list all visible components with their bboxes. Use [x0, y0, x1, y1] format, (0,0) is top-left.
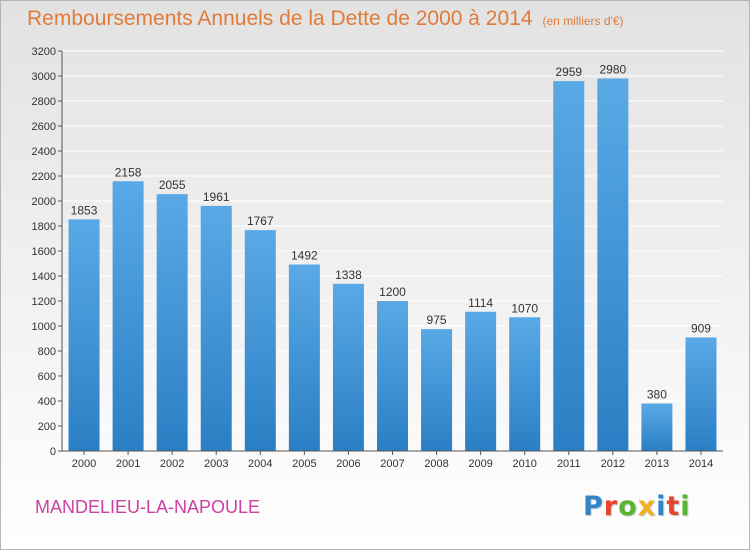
- y-tick-label: 2200: [32, 171, 56, 183]
- axes: 0 200 400 600 800 1000 1200 1400 1600 1800 2000 220…: [32, 46, 723, 470]
- bar-value-label: 975: [427, 313, 447, 327]
- bar: [421, 329, 453, 451]
- y-tick-label: 2400: [32, 146, 56, 158]
- commune-name: MANDELIEU-LA-NAPOULE: [35, 497, 261, 517]
- bar-value-label: 909: [691, 321, 711, 335]
- bar: [156, 194, 188, 451]
- bar-value-label: 1492: [291, 249, 318, 263]
- logo-letter: t: [666, 491, 681, 522]
- y-tick-label: 200: [38, 421, 56, 433]
- bar-value-label: 1070: [511, 301, 538, 315]
- bar: [509, 317, 541, 451]
- bar: [465, 311, 497, 451]
- y-tick-label: 800: [38, 346, 56, 358]
- y-tick-label: 3200: [32, 46, 56, 58]
- bar-value-label: 1200: [379, 285, 406, 299]
- bar-value-label: 380: [647, 388, 667, 402]
- y-tick-label: 1200: [32, 296, 56, 308]
- x-tick-label: 2003: [204, 458, 228, 470]
- logo-letter: x: [637, 491, 657, 522]
- x-tick-label: 2012: [601, 458, 625, 470]
- bar: [288, 264, 320, 451]
- x-tick-label: 2010: [512, 458, 536, 470]
- logo-letter: i: [680, 491, 691, 522]
- logo-letter: i: [656, 491, 667, 522]
- y-tick-label: 1600: [32, 246, 56, 258]
- y-tick-label: 400: [38, 396, 56, 408]
- chart-title: Remboursements Annuels de la Dette de 20…: [27, 7, 624, 31]
- x-tick-label: 2004: [248, 458, 272, 470]
- x-tick-label: 2005: [292, 458, 316, 470]
- bar-value-label: 1767: [247, 214, 274, 228]
- x-tick-label: 2011: [557, 458, 581, 470]
- chart-title-text: Remboursements Annuels de la Dette de 20…: [27, 7, 533, 30]
- x-tick-label: 2014: [689, 458, 713, 470]
- y-tick-label: 2800: [32, 96, 56, 108]
- bar: [685, 337, 717, 451]
- bar-value-label: 1853: [71, 203, 98, 217]
- x-tick-label: 2000: [72, 458, 96, 470]
- bar-value-label: 1338: [335, 268, 362, 282]
- bar: [200, 205, 232, 451]
- bar-value-label: 2959: [555, 65, 582, 79]
- y-tick-label: 600: [38, 371, 56, 383]
- y-tick-label: 1800: [32, 221, 56, 233]
- y-tick-label: 0: [50, 446, 56, 458]
- chart-subtitle: (en milliers d'€): [542, 14, 624, 28]
- x-tick-label: 2001: [116, 458, 140, 470]
- bar: [641, 403, 673, 451]
- bar: [68, 219, 100, 451]
- x-tick-label: 2006: [336, 458, 360, 470]
- x-tick-label: 2009: [468, 458, 492, 470]
- x-tick-label: 2007: [380, 458, 404, 470]
- bar-value-label: 2055: [159, 178, 186, 192]
- x-tick-label: 2013: [645, 458, 669, 470]
- y-tick-label: 1000: [32, 321, 56, 333]
- bar-value-label: 1961: [203, 190, 230, 204]
- bars: 1853 2158 2055 1961 1767 1492 1338 1200 975 1114 1…: [68, 63, 717, 451]
- bar: [377, 301, 408, 451]
- bar: [112, 181, 144, 451]
- y-tick-label: 3000: [32, 71, 56, 83]
- bar: [244, 230, 276, 451]
- bar: [553, 81, 585, 451]
- proxiti-logo: Proxiti: [583, 491, 691, 522]
- bar: [597, 78, 629, 451]
- bar-value-label: 2158: [115, 165, 142, 179]
- bar-value-label: 2980: [599, 63, 626, 77]
- bar: [332, 283, 364, 451]
- bar-value-label: 1114: [468, 296, 493, 310]
- logo-letter: r: [603, 491, 619, 522]
- y-tick-label: 1400: [32, 271, 56, 283]
- logo-letter: P: [583, 491, 604, 522]
- x-tick-label: 2008: [424, 458, 448, 470]
- x-tick-label: 2002: [160, 458, 184, 470]
- y-tick-label: 2000: [32, 196, 56, 208]
- y-tick-label: 2600: [32, 121, 56, 133]
- logo-letter: o: [618, 491, 638, 522]
